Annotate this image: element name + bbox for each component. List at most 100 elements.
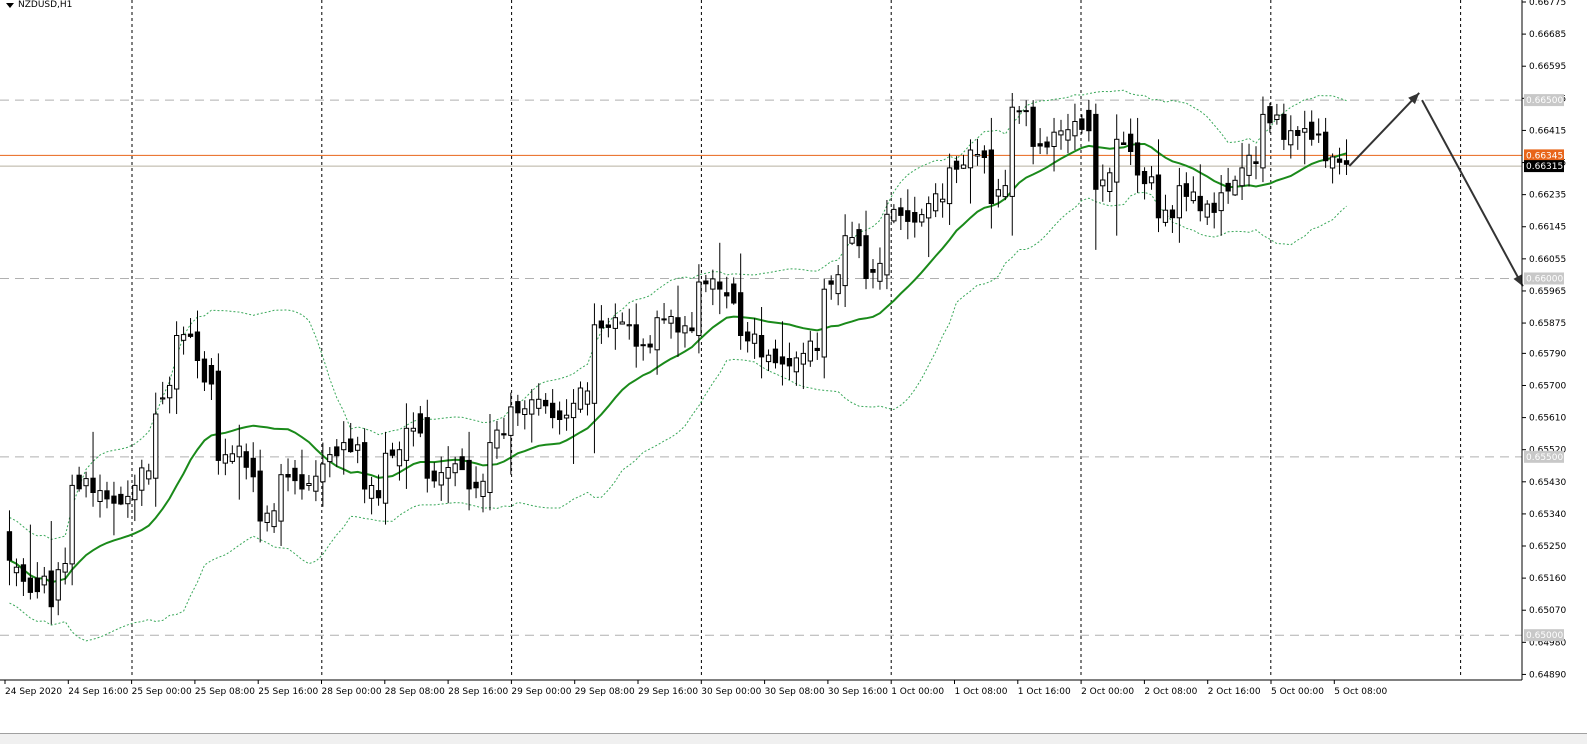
candle[interactable] <box>27 524 34 600</box>
candle[interactable] <box>814 332 820 360</box>
candle[interactable] <box>550 389 556 429</box>
candle[interactable] <box>786 342 793 380</box>
candle[interactable] <box>668 309 674 339</box>
candle[interactable] <box>417 405 424 438</box>
candle[interactable] <box>229 445 235 464</box>
candle[interactable] <box>612 303 619 350</box>
candle[interactable] <box>1336 147 1343 175</box>
candle[interactable] <box>410 412 417 447</box>
candle[interactable] <box>905 189 911 240</box>
candle[interactable] <box>362 428 368 504</box>
candle[interactable] <box>793 351 800 386</box>
candle[interactable] <box>473 466 479 499</box>
candle[interactable] <box>779 321 786 386</box>
candle[interactable] <box>717 242 723 315</box>
candle[interactable] <box>480 473 486 513</box>
candle[interactable] <box>341 421 347 475</box>
candle[interactable] <box>1197 164 1203 222</box>
candle[interactable] <box>306 475 312 491</box>
candle[interactable] <box>368 476 375 515</box>
candle[interactable] <box>292 459 298 495</box>
candle[interactable] <box>960 154 967 169</box>
candle[interactable] <box>1058 119 1064 150</box>
candle[interactable] <box>20 558 27 596</box>
candle[interactable] <box>522 400 528 430</box>
candle[interactable] <box>264 505 270 532</box>
candle[interactable] <box>111 481 117 536</box>
candle[interactable] <box>1051 117 1057 172</box>
candle[interactable] <box>1065 113 1071 154</box>
candle[interactable] <box>41 566 47 594</box>
candle[interactable] <box>647 335 653 354</box>
candle[interactable] <box>1323 117 1329 168</box>
candle[interactable] <box>529 389 535 443</box>
candle[interactable] <box>849 221 855 246</box>
candle[interactable] <box>1002 169 1008 201</box>
candle[interactable] <box>1169 205 1176 233</box>
candle[interactable] <box>1016 105 1022 124</box>
candle[interactable] <box>577 381 584 413</box>
candle[interactable] <box>97 474 103 518</box>
candle[interactable] <box>738 253 744 350</box>
candle[interactable] <box>208 358 215 400</box>
candle[interactable] <box>828 275 834 300</box>
candle[interactable] <box>243 443 249 480</box>
candle[interactable] <box>1309 110 1315 146</box>
candle[interactable] <box>452 456 458 487</box>
candle[interactable] <box>1302 110 1308 165</box>
candle[interactable] <box>431 462 437 488</box>
candle[interactable] <box>543 393 549 414</box>
candle[interactable] <box>132 474 138 522</box>
candle[interactable] <box>320 442 326 507</box>
candle[interactable] <box>83 471 89 498</box>
candle[interactable] <box>1044 136 1050 155</box>
candle[interactable] <box>570 389 577 464</box>
candle[interactable] <box>118 486 124 506</box>
candle[interactable] <box>6 510 13 586</box>
candle[interactable] <box>1274 103 1280 125</box>
candle[interactable] <box>745 321 751 353</box>
candle[interactable] <box>598 305 605 344</box>
candle[interactable] <box>835 265 841 306</box>
candle[interactable] <box>1232 175 1238 196</box>
candle[interactable] <box>946 153 953 225</box>
candle[interactable] <box>13 558 20 587</box>
candle[interactable] <box>1260 96 1266 183</box>
candle[interactable] <box>1148 166 1155 190</box>
candle[interactable] <box>751 318 758 359</box>
candle[interactable] <box>1246 143 1252 187</box>
candle[interactable] <box>69 474 75 586</box>
candle[interactable] <box>856 223 862 259</box>
candle[interactable] <box>863 210 869 290</box>
candle[interactable] <box>285 458 291 492</box>
candle[interactable] <box>661 303 667 324</box>
candle[interactable] <box>487 414 493 511</box>
forecast-arrow[interactable] <box>1348 92 1420 167</box>
candle[interactable] <box>382 431 389 525</box>
candle[interactable] <box>1072 103 1078 151</box>
candle[interactable] <box>76 466 82 492</box>
candle[interactable] <box>1329 153 1336 184</box>
candle[interactable] <box>891 204 897 224</box>
candle[interactable] <box>1121 131 1127 145</box>
candle[interactable] <box>1134 117 1141 193</box>
candle[interactable] <box>327 447 333 478</box>
candle[interactable] <box>1253 146 1259 180</box>
candle[interactable] <box>877 247 883 290</box>
candle[interactable] <box>731 277 737 305</box>
candle[interactable] <box>459 448 465 471</box>
candle[interactable] <box>139 459 145 506</box>
candle[interactable] <box>772 339 779 369</box>
candle[interactable] <box>675 285 681 357</box>
candle[interactable] <box>1023 100 1029 127</box>
candle[interactable] <box>1288 115 1294 159</box>
candle[interactable] <box>160 381 166 405</box>
candle[interactable] <box>515 394 521 426</box>
candle[interactable] <box>153 392 159 507</box>
candle[interactable] <box>55 562 61 616</box>
candle[interactable] <box>445 446 451 504</box>
candle[interactable] <box>710 269 716 306</box>
candle[interactable] <box>800 342 807 390</box>
candle[interactable] <box>1079 114 1085 134</box>
candle[interactable] <box>1190 176 1196 204</box>
